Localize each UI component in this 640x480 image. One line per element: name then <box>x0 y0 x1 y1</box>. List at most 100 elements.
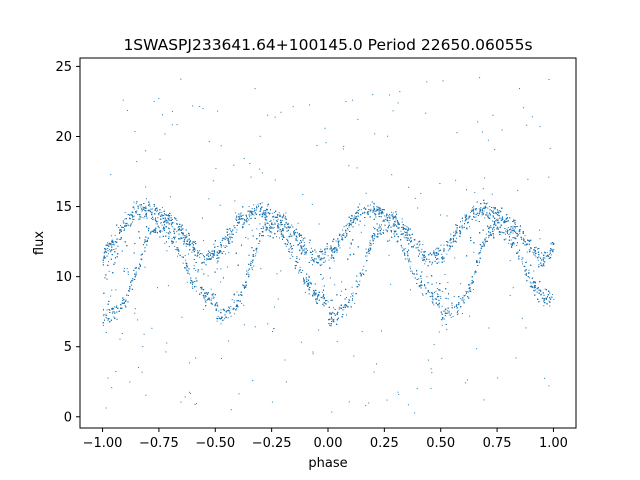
data-point <box>273 219 275 221</box>
data-point <box>356 281 358 283</box>
data-point <box>456 312 458 313</box>
data-point <box>438 261 440 263</box>
data-point <box>447 249 449 251</box>
data-point <box>133 201 135 203</box>
data-point <box>406 258 408 260</box>
data-point <box>300 245 302 247</box>
data-point <box>233 300 235 302</box>
data-point <box>297 232 298 234</box>
data-point <box>242 223 244 225</box>
data-point <box>283 213 285 215</box>
data-point <box>251 208 253 210</box>
data-point <box>257 203 259 205</box>
data-point <box>441 305 443 307</box>
data-point <box>322 258 324 260</box>
data-point <box>285 245 287 247</box>
data-point <box>214 254 216 256</box>
data-point <box>220 242 222 243</box>
data-point <box>535 246 537 248</box>
data-point <box>225 245 227 247</box>
data-point <box>441 253 443 255</box>
data-point <box>489 234 490 236</box>
data-point <box>111 239 113 241</box>
data-point <box>236 308 238 310</box>
data-point <box>468 215 470 217</box>
data-point <box>238 217 240 219</box>
data-point <box>215 302 217 304</box>
data-point <box>107 253 109 255</box>
data-point <box>335 240 337 242</box>
data-point <box>108 261 110 263</box>
data-point <box>279 214 281 216</box>
data-point <box>494 208 495 210</box>
data-point <box>473 208 475 210</box>
data-point <box>220 281 222 283</box>
data-point <box>456 231 458 233</box>
data-point <box>386 231 388 233</box>
data-point <box>532 277 534 279</box>
data-point <box>517 225 519 227</box>
data-point <box>255 255 257 257</box>
data-point <box>435 248 437 250</box>
data-point <box>285 212 287 214</box>
data-point <box>236 229 238 231</box>
data-point <box>370 208 372 210</box>
data-point <box>123 301 125 303</box>
data-point <box>525 272 527 274</box>
data-point <box>246 270 248 272</box>
data-point <box>333 260 335 262</box>
data-point <box>542 260 544 262</box>
data-point <box>184 255 186 257</box>
data-point <box>399 227 401 229</box>
data-point <box>473 251 475 253</box>
data-point <box>292 256 294 257</box>
data-point <box>498 228 500 230</box>
data-point <box>124 218 126 220</box>
data-point <box>272 224 274 226</box>
data-point <box>110 235 112 237</box>
data-point <box>488 214 490 216</box>
data-point <box>143 217 145 219</box>
data-point <box>375 216 377 218</box>
data-point <box>528 249 530 251</box>
data-point <box>260 209 262 211</box>
data-point <box>276 236 278 238</box>
data-point <box>176 231 178 233</box>
data-point <box>393 223 395 225</box>
data-point <box>229 310 231 312</box>
data-point <box>170 232 171 234</box>
data-point <box>220 268 222 270</box>
data-point <box>421 248 423 250</box>
data-point <box>210 288 212 290</box>
data-point <box>130 214 132 216</box>
data-point <box>263 211 265 213</box>
data-point <box>283 236 285 238</box>
data-point <box>504 222 506 223</box>
data-point <box>218 250 220 252</box>
data-point <box>449 239 451 241</box>
data-point <box>222 309 224 310</box>
data-point <box>119 238 121 240</box>
data-point <box>358 209 360 211</box>
data-point <box>315 300 317 302</box>
data-point <box>347 306 349 308</box>
data-point <box>286 239 288 240</box>
data-point <box>124 304 126 306</box>
data-point <box>233 302 235 304</box>
data-point <box>259 223 261 225</box>
data-point <box>203 298 205 300</box>
data-point <box>376 206 378 208</box>
data-point <box>179 226 181 228</box>
data-point <box>405 231 407 233</box>
data-point <box>128 290 130 292</box>
data-point <box>436 293 438 295</box>
data-point <box>294 260 296 262</box>
data-point <box>271 232 273 234</box>
data-point <box>521 261 523 263</box>
data-point <box>269 231 271 233</box>
data-point <box>433 254 435 256</box>
data-point <box>529 281 531 283</box>
data-point <box>129 214 131 216</box>
data-point <box>378 211 380 213</box>
data-point <box>551 249 552 251</box>
